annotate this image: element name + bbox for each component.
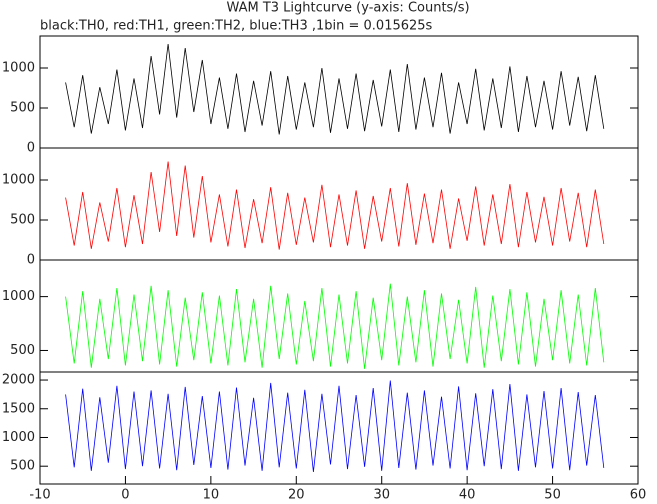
x-tick-label: 60 [630,488,647,503]
lightcurve [65,380,605,472]
x-tick-label: -10 [29,488,50,503]
y-tick-label: 500 [10,343,35,358]
y-tick-label: 1500 [2,401,35,416]
x-tick-label: 30 [373,488,390,503]
lightcurve [65,43,605,135]
panel-frame [39,371,639,485]
y-tick-label: 1000 [2,173,35,188]
lightcurve [65,161,605,250]
y-tick-label: 1000 [2,430,35,445]
chart-subtitle: black:TH0, red:TH1, green:TH2, blue:TH3 … [40,19,433,34]
y-tick-label: 0 [27,253,35,268]
x-tick-label: 0 [121,488,129,503]
panel-frame [39,147,639,261]
y-tick-label: 500 [10,213,35,228]
y-tick-label: 500 [10,101,35,116]
x-tick-label: 10 [203,488,220,503]
panel-frame [39,259,639,373]
y-tick-label: 1000 [2,289,35,304]
y-tick-label: 500 [10,459,35,474]
x-tick-label: 40 [459,488,476,503]
lightcurve [65,283,605,369]
x-tick-label: 20 [288,488,305,503]
panel-frame [39,35,639,149]
y-tick-label: 2000 [2,373,35,388]
y-tick-label: 0 [27,141,35,156]
x-tick-label: 50 [544,488,561,503]
y-tick-label: 1000 [2,61,35,76]
chart-title: WAM T3 Lightcurve (y-axis: Counts/s) [226,1,469,16]
